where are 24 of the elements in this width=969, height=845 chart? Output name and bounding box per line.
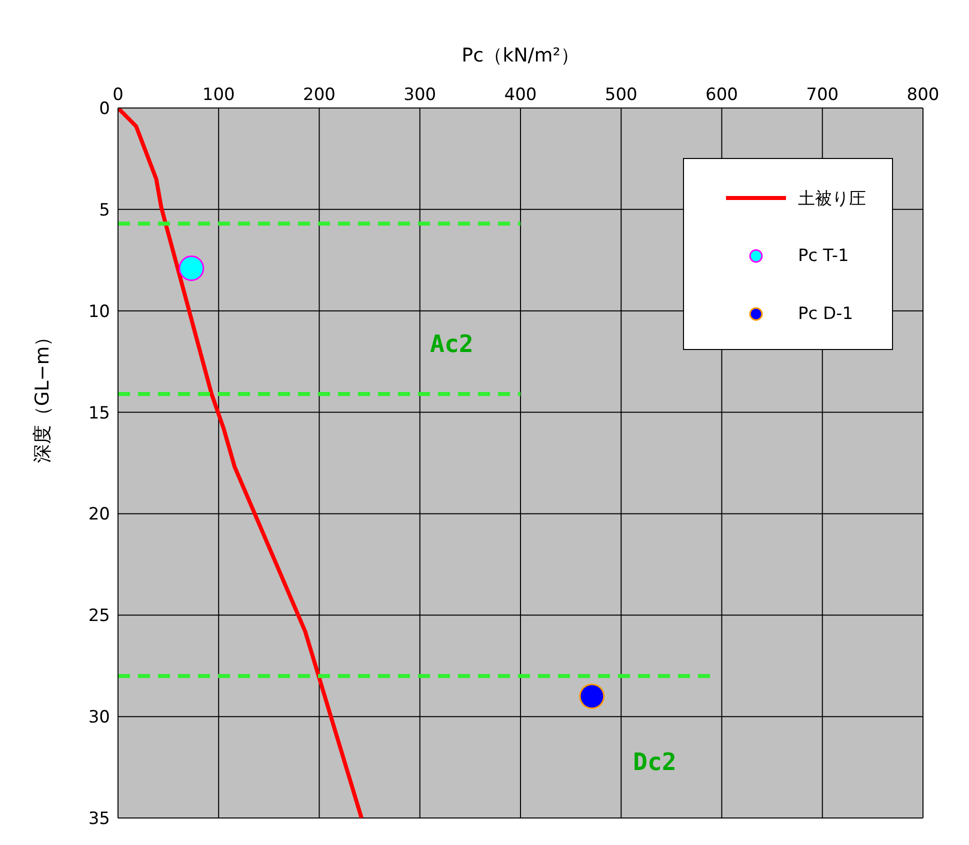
y-tick-label: 5: [99, 200, 110, 220]
annotation: Ac2: [430, 330, 474, 358]
y-axis-title: 深度（GL−m）: [32, 327, 54, 463]
legend-label: Pc T-1: [798, 246, 849, 266]
x-axis-title: Pc（kN/m²）: [462, 44, 580, 66]
x-tick-label: 800: [906, 85, 940, 105]
x-tick-label: 500: [604, 85, 638, 105]
legend-label: Pc D-1: [798, 304, 854, 324]
x-tick-label: 0: [112, 85, 124, 105]
annotation: Dc2: [633, 748, 676, 776]
x-tick-label: 700: [806, 85, 839, 105]
y-tick-label: 30: [88, 708, 110, 728]
y-tick-label: 20: [88, 504, 110, 525]
y-tick-label: 35: [88, 809, 110, 830]
y-tick-label: 15: [88, 403, 110, 424]
y-tick-label: 25: [88, 606, 110, 626]
y-tick-label: 0: [99, 99, 110, 120]
legend-label: 土被り圧: [798, 188, 866, 210]
x-tick-label: 600: [706, 85, 738, 105]
x-tick-label: 400: [504, 85, 537, 105]
x-tick-label: 300: [404, 85, 436, 105]
y-tick-label: 10: [88, 302, 110, 322]
x-tick-label: 200: [303, 85, 336, 105]
x-tick-label: 100: [202, 85, 235, 105]
